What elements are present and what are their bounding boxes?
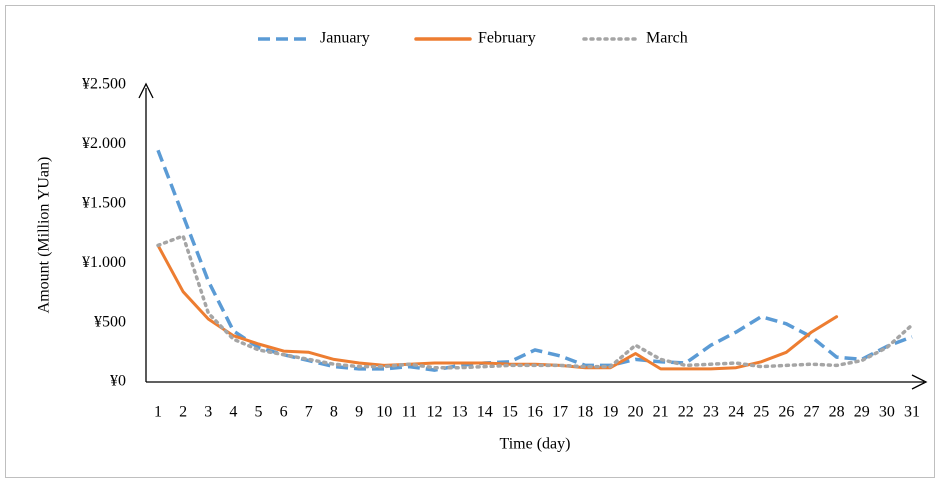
legend-label: January <box>320 30 370 47</box>
x-tick-label: 10 <box>376 404 392 421</box>
x-tick-label: 25 <box>753 404 769 421</box>
x-tick-label: 15 <box>502 404 518 421</box>
legend-label: February <box>478 30 536 47</box>
x-tick-label: 22 <box>678 404 694 421</box>
x-tick-label: 16 <box>527 404 543 421</box>
x-axis-title: Time (day) <box>500 436 571 453</box>
x-tick-label: 12 <box>426 404 442 421</box>
x-tick-label: 20 <box>628 404 644 421</box>
x-tick-label: 2 <box>179 404 187 421</box>
y-tick-label: ¥2.000 <box>82 135 126 152</box>
x-tick-label: 24 <box>728 404 744 421</box>
series-line <box>156 243 839 371</box>
x-tick-label: 3 <box>204 404 212 421</box>
x-tick-label: 4 <box>229 404 237 421</box>
legend-label: March <box>646 30 688 47</box>
y-axis-arrow <box>138 82 154 99</box>
y-tick-label: ¥0 <box>110 373 126 390</box>
x-tick-label: 27 <box>803 404 819 421</box>
series-line <box>156 234 914 370</box>
x-tick-label: 18 <box>577 404 593 421</box>
x-tick-label: 31 <box>904 404 920 421</box>
x-tick-label: 9 <box>355 404 363 421</box>
x-tick-label: 28 <box>829 404 845 421</box>
x-tick-label: 1 <box>154 404 162 421</box>
y-tick-label: ¥1.500 <box>82 194 126 211</box>
y-tick-label: ¥1.000 <box>82 254 126 271</box>
x-tick-label: 30 <box>879 404 895 421</box>
x-tick-label: 17 <box>552 404 568 421</box>
x-tick-label: 29 <box>854 404 870 421</box>
x-tick-label: 19 <box>602 404 618 421</box>
y-tick-label: ¥500 <box>94 313 126 330</box>
x-tick-label: 14 <box>477 404 493 421</box>
x-tick-label: 11 <box>402 404 417 421</box>
x-tick-label: 23 <box>703 404 719 421</box>
y-axis-title: Amount (Million YUan) <box>36 157 53 314</box>
x-tick-label: 5 <box>255 404 263 421</box>
y-tick-label: ¥2.500 <box>82 76 126 93</box>
x-tick-label: 7 <box>305 404 313 421</box>
x-tick-label: 6 <box>280 404 288 421</box>
x-tick-label: 26 <box>778 404 794 421</box>
x-tick-label: 8 <box>330 404 338 421</box>
x-tick-label: 21 <box>653 404 669 421</box>
x-axis-arrow <box>911 374 928 390</box>
chart-frame <box>5 5 935 478</box>
x-tick-label: 13 <box>452 404 468 421</box>
